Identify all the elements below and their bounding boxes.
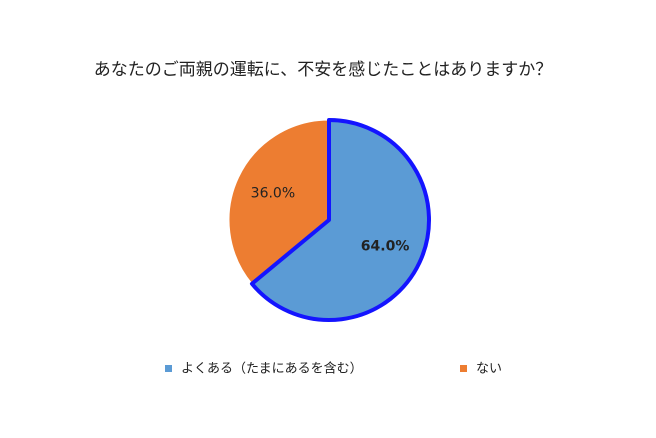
pie-slice <box>249 118 431 322</box>
pie-slice <box>228 119 330 285</box>
legend-swatch <box>460 365 467 372</box>
legend-label: よくある（たまにあるを含む） <box>181 361 363 377</box>
chart-title: あなたのご両親の運転に、不安を感じたことはありますか？ <box>94 60 553 80</box>
legend-label: ない <box>476 362 502 377</box>
legend-swatch <box>165 365 172 372</box>
data-label: 36.0% <box>251 186 295 202</box>
data-label: 64.0% <box>361 238 410 254</box>
